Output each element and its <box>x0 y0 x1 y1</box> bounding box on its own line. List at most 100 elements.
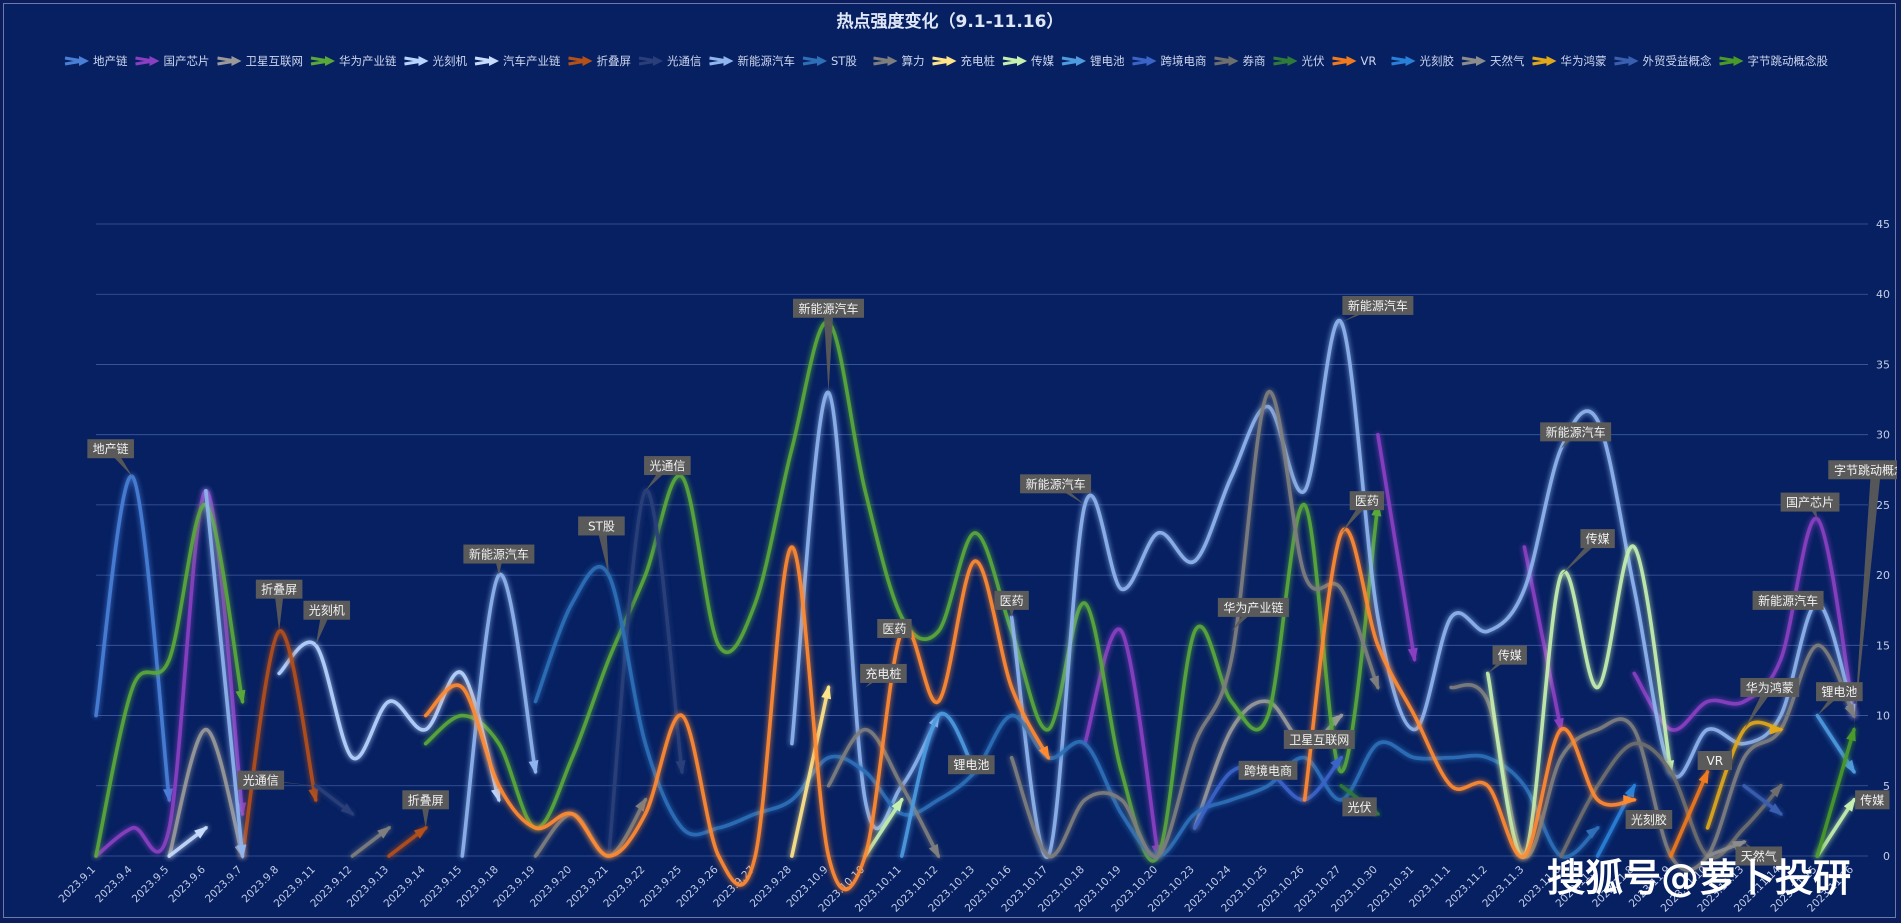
series-arrowhead <box>491 787 501 803</box>
annotation-box <box>1828 460 1897 480</box>
y-tick-label: 35 <box>1876 358 1890 371</box>
series-arrowhead <box>308 788 319 803</box>
legend-item: 光刻胶 <box>1391 54 1454 68</box>
annotation-box <box>463 544 535 564</box>
series-arrowhead <box>235 689 246 705</box>
series-23 <box>423 527 1638 892</box>
annotation-box <box>87 439 134 459</box>
legend-arrow-icon <box>1076 56 1086 66</box>
annotation-pointer <box>1561 538 1603 576</box>
annotation-box <box>793 298 864 318</box>
x-tick-label: 2023.9.6 <box>166 863 208 905</box>
series-arrowhead <box>891 797 904 812</box>
series-line <box>423 320 1380 863</box>
series-arrowhead <box>1585 826 1601 839</box>
annotation-box <box>1342 797 1377 817</box>
annotation-label: 新能源汽车 <box>469 547 529 562</box>
legend-arrow-icon <box>582 56 593 66</box>
legend-item: 字节跳动概念股 <box>1719 54 1828 68</box>
annotation-pointer <box>596 525 609 576</box>
annotation-label: 医药 <box>1000 594 1024 608</box>
legend-item: ST股 <box>802 54 857 68</box>
y-tick-label: 0 <box>1883 850 1890 863</box>
annotation-callout: 折叠屏 <box>402 790 449 828</box>
legend-arrow-icon <box>1628 56 1639 66</box>
annotation-label: 光伏 <box>1348 800 1372 814</box>
legend-label: 华为鸿蒙 <box>1561 54 1607 68</box>
series-arrowhead <box>1369 675 1379 691</box>
annotation-box <box>994 590 1029 610</box>
annotation-label: 新能源汽车 <box>1026 476 1086 491</box>
legend-label: 锂电池 <box>1090 54 1125 68</box>
series-10 <box>350 390 1856 872</box>
legend-label: 算力 <box>902 54 925 68</box>
annotation-label: 国产芯片 <box>1786 496 1834 510</box>
legend-label: 折叠屏 <box>597 54 632 68</box>
x-tick-label: 2023.9.5 <box>130 864 172 906</box>
series-17 <box>1669 768 1710 858</box>
series-5 <box>167 826 209 858</box>
series-arrowhead <box>821 684 832 700</box>
legend-label: 光刻机 <box>433 54 468 68</box>
series-arrowhead <box>675 760 686 775</box>
annotation-box <box>644 456 691 476</box>
legend-item: 新能源汽车 <box>709 54 795 68</box>
series-line <box>1815 727 1856 858</box>
annotation-box <box>1540 422 1612 442</box>
annotation-box <box>1238 760 1298 780</box>
legend-arrow-icon <box>723 56 734 66</box>
legend-item: 折叠屏 <box>568 54 632 68</box>
annotation-label: 卫星互联网 <box>1289 733 1349 747</box>
series-9 <box>533 565 1601 859</box>
legend-arrow-icon <box>231 56 242 66</box>
annotation-callout: 传媒 <box>1487 645 1527 674</box>
annotation-label: 光通信 <box>649 459 685 473</box>
series-arrowhead <box>1698 768 1709 784</box>
legend-label: VR <box>1361 54 1377 68</box>
series-line <box>204 489 245 858</box>
legend-label: 光伏 <box>1302 54 1325 68</box>
legend-arrow-icon <box>887 56 898 66</box>
annotation-pointer <box>823 308 834 393</box>
series-line <box>240 629 318 858</box>
x-tick-label: 2023.9.1 <box>57 864 99 906</box>
series-line <box>94 474 172 802</box>
series-4 <box>277 640 501 803</box>
annotation-box <box>1283 729 1355 749</box>
legend-item: 外贸受益概念 <box>1614 54 1712 68</box>
series-arrowhead <box>1768 803 1784 816</box>
annotation-label: 光刻胶 <box>1631 812 1667 827</box>
legend-item: 华为鸿蒙 <box>1532 54 1607 68</box>
annotation-label: 传媒 <box>1586 531 1610 546</box>
annotation-callout: 光刻机 <box>303 600 351 646</box>
annotation-callout: 天然气 <box>1735 841 1783 866</box>
series-arrowhead <box>1330 755 1344 770</box>
annotation-label: 天然气 <box>1741 849 1777 864</box>
series-arrowhead <box>1407 647 1418 663</box>
y-tick-label: 10 <box>1876 710 1890 723</box>
annotation-label: VR <box>1707 754 1724 768</box>
series-line <box>1522 545 1563 732</box>
series-line <box>1559 741 1783 860</box>
legend-arrow-icon <box>418 56 429 66</box>
series-arrowhead <box>413 826 429 839</box>
series-arrowhead <box>635 797 648 812</box>
series-arrowhead <box>1624 783 1636 798</box>
y-tick-label: 20 <box>1876 569 1890 582</box>
legend-label: 外贸受益概念 <box>1643 54 1712 68</box>
annotation-label: 传媒 <box>1498 648 1522 663</box>
legend-arrow-icon <box>946 56 957 66</box>
annotation-label: 锂电池 <box>953 757 989 772</box>
y-tick-label: 5 <box>1883 780 1890 793</box>
series-arrowhead <box>1623 794 1638 805</box>
legend-arrow-icon <box>1476 56 1486 66</box>
y-tick-label: 30 <box>1876 429 1890 442</box>
series-arrowhead <box>928 843 940 859</box>
series-arrowhead <box>1038 745 1050 761</box>
legend-item: 天然气 <box>1461 54 1525 68</box>
annotation-label: 新能源汽车 <box>1348 298 1408 313</box>
legend-label: 光通信 <box>667 54 702 68</box>
annotation-label: 锂电池 <box>1821 684 1857 699</box>
series-arrowhead <box>163 788 173 803</box>
annotation-label: 新能源汽车 <box>1546 424 1606 439</box>
